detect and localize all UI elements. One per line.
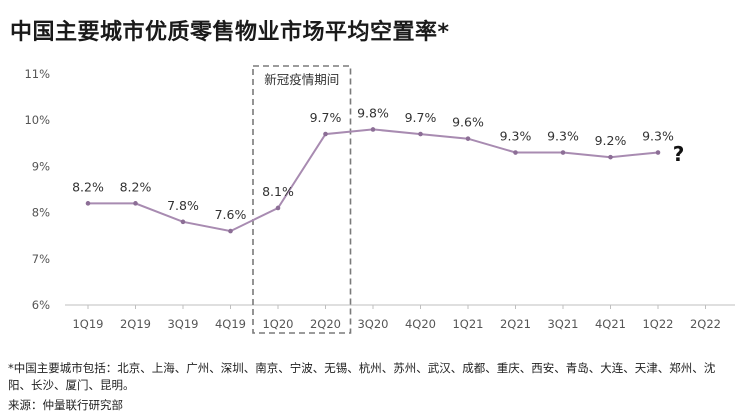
x-tick-label: 3Q19 [167,317,198,331]
y-axis: 6% 7% 8% 9% 10% 11% [24,67,50,312]
data-point [180,219,186,225]
y-tick-label: 8% [32,206,50,220]
x-tick-label: 1Q20 [262,317,293,331]
y-tick-label: 6% [32,298,50,312]
x-tick-label: 2Q22 [690,317,721,331]
data-label: 9.8% [357,105,389,120]
x-tick-label: 2Q19 [120,317,151,331]
data-labels: 8.2% 8.2% 7.8% 7.6% 8.1% 9.7% 9.8% 9.7% 9.6% 9.3%… [72,105,684,222]
x-tick-label: 1Q19 [72,317,103,331]
data-point [323,131,328,137]
data-point [133,201,138,206]
line-chart: 6% 7% 8% 9% 10% 11% 1Q19 2Q19 3Q19 4Q19 1Q20 2Q20 3… [24,65,735,334]
source-note: 来源：仲量联行研究部 [8,398,123,412]
covid-period-label: 新冠疫情期间 [264,72,339,87]
x-tick-label: 2Q20 [310,317,341,331]
footnote: *中国主要城市包括：北京、上海、广州、深圳、南京、宁波、无锡、杭州、苏州、武汉、… [8,361,716,392]
data-label: 9.2% [595,133,627,148]
y-tick-label: 10% [24,113,50,127]
data-label: 9.3% [547,129,579,144]
data-point [275,205,281,211]
x-tick-label: 4Q20 [405,317,436,331]
unknown-value-label: ? [673,142,685,166]
x-tick-label: 2Q21 [500,317,531,331]
data-point [228,228,233,234]
x-tick-label: 4Q19 [215,317,246,331]
data-label: 7.8% [167,198,199,213]
data-point [560,150,566,155]
x-axis: 1Q19 2Q19 3Q19 4Q19 1Q20 2Q20 3Q20 4Q20 1Q21 2Q21… [72,305,721,331]
covid-period-rect [252,65,352,334]
y-tick-label: 9% [32,159,50,173]
x-tick-label: 3Q20 [357,317,388,331]
data-label: 9.3% [642,129,674,144]
data-point [85,201,91,206]
chart-title: 中国主要城市优质零售物业市场平均空置率* [10,20,450,45]
data-point [513,150,518,155]
data-point [418,131,423,137]
y-tick-label: 7% [32,252,50,266]
data-label: 7.6% [215,207,247,222]
data-label: 8.2% [120,179,152,194]
covid-period-box: 新冠疫情期间 [252,65,352,334]
y-tick-label: 11% [24,67,50,81]
data-point [655,150,661,155]
data-point [465,136,471,141]
data-points [85,127,661,234]
x-tick-label: 1Q21 [452,317,483,331]
data-label: 8.2% [72,179,104,194]
data-label: 9.6% [452,115,484,130]
data-label: 9.7% [310,110,342,125]
x-tick-label: 1Q22 [642,317,673,331]
series-line [88,128,659,233]
data-point [608,154,613,160]
data-point [370,127,376,132]
x-tick-label: 3Q21 [547,317,578,331]
x-tick-label: 4Q21 [595,317,626,331]
data-label: 9.7% [405,110,437,125]
data-label: 8.1% [262,184,294,199]
data-label: 9.3% [500,129,532,144]
